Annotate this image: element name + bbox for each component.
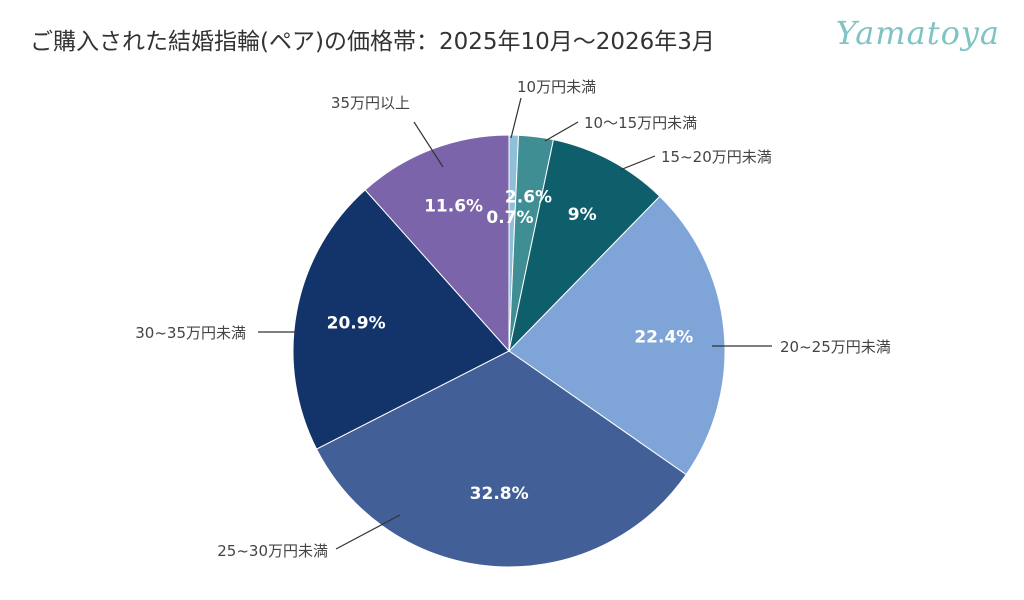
slice-category-label: 10万円未満 (517, 78, 596, 96)
pie-slice (508, 195, 726, 476)
slice-percent-label: 20.9% (327, 313, 386, 333)
chart-title: ご購入された結婚指輪(ペア)の価格帯：2025年10月～2026年3月 (30, 29, 715, 55)
slice-category-label: 10〜15万円未満 (584, 114, 697, 132)
leader-line (413, 121, 444, 168)
slice-category-label: 30~35万円未満 (135, 324, 246, 342)
slice-percent-label: 9% (568, 205, 597, 225)
leader-line (619, 155, 656, 171)
pie-labels: 0.7% 10万円未満 2.6% 10〜15万円未満 9% 15~20万円未満 22.4% 2… (135, 78, 891, 560)
slice-category-label: 25~30万円未満 (217, 542, 328, 560)
slice-percent-label: 2.6% (505, 188, 552, 208)
pie-slices (292, 134, 726, 568)
brand-logo: Yamatoya (835, 14, 1000, 52)
leader-line (335, 514, 401, 550)
slice-category-label: 20~25万円未満 (780, 338, 891, 356)
pie-slice (315, 350, 687, 568)
leader-line (510, 97, 522, 139)
leader-line (544, 121, 579, 142)
slice-percent-label: 11.6% (424, 197, 483, 217)
pie-slice (508, 139, 661, 353)
slice-category-label: 35万円以上 (331, 94, 410, 112)
slice-percent-label: 0.7% (486, 208, 533, 228)
slice-percent-label: 22.4% (634, 327, 693, 347)
slice-percent-label: 32.8% (470, 484, 529, 504)
pie-slice (292, 189, 510, 450)
leader-lines (258, 97, 772, 550)
slice-category-label: 15~20万円未満 (661, 148, 772, 166)
